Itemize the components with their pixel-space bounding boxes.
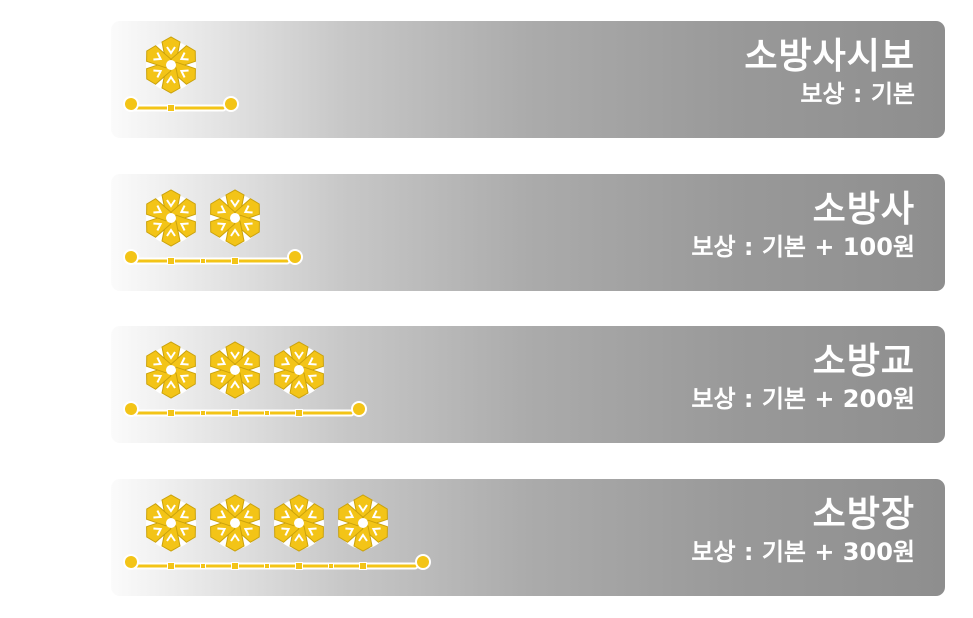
- rank-card-3: 소방교 보상 : 기본 + 200원: [111, 326, 945, 443]
- rank-title: 소방사: [812, 189, 915, 230]
- rank-text: 소방교 보상 : 기본 + 200원: [691, 340, 915, 414]
- rank-text: 소방장 보상 : 기본 + 300원: [691, 493, 915, 567]
- snowflake-insignia-icon: [123, 341, 367, 417]
- rank-title: 소방장: [812, 494, 915, 535]
- rank-title: 소방교: [812, 341, 915, 382]
- snowflake-insignia-icon: [123, 494, 431, 570]
- rank-card-4: 소방장 보상 : 기본 + 300원: [111, 479, 945, 596]
- rank-text: 소방사시보 보상 : 기본: [744, 35, 915, 109]
- rank-title: 소방사시보: [744, 36, 915, 77]
- rank-card-2: 소방사 보상 : 기본 + 100원: [111, 174, 945, 291]
- rank-reward: 보상 : 기본: [800, 80, 915, 108]
- rank-reward: 보상 : 기본 + 300원: [691, 538, 915, 566]
- snowflake-insignia-icon: [123, 36, 239, 112]
- snowflake-insignia-icon: [123, 189, 303, 265]
- rank-reward: 보상 : 기본 + 100원: [691, 233, 915, 261]
- rank-card-1: 소방사시보 보상 : 기본: [111, 21, 945, 138]
- rank-reward: 보상 : 기본 + 200원: [691, 385, 915, 413]
- rank-text: 소방사 보상 : 기본 + 100원: [691, 188, 915, 262]
